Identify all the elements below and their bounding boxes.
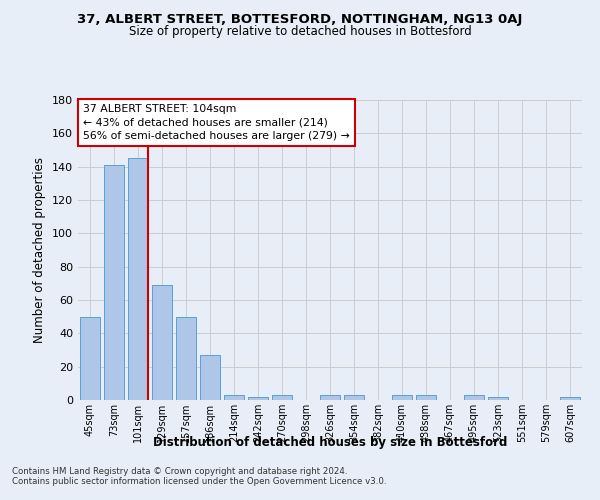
Bar [560,396,580,400]
Y-axis label: Number of detached properties: Number of detached properties [34,157,46,343]
Bar [416,395,436,400]
Bar [80,316,100,400]
Bar [272,395,292,400]
Bar [176,316,196,400]
Bar [344,395,364,400]
Bar [104,165,124,400]
Text: 37 ALBERT STREET: 104sqm
← 43% of detached houses are smaller (214)
56% of semi-: 37 ALBERT STREET: 104sqm ← 43% of detach… [83,104,350,141]
Text: Distribution of detached houses by size in Bottesford: Distribution of detached houses by size … [153,436,507,449]
Text: Contains HM Land Registry data © Crown copyright and database right 2024.: Contains HM Land Registry data © Crown c… [12,467,347,476]
Bar [488,396,508,400]
Bar [392,395,412,400]
Bar [248,396,268,400]
Bar [320,395,340,400]
Bar [464,395,484,400]
Text: Contains public sector information licensed under the Open Government Licence v3: Contains public sector information licen… [12,477,386,486]
Bar [224,395,244,400]
Bar [128,158,148,400]
Bar [200,355,220,400]
Text: 37, ALBERT STREET, BOTTESFORD, NOTTINGHAM, NG13 0AJ: 37, ALBERT STREET, BOTTESFORD, NOTTINGHA… [77,12,523,26]
Bar [152,285,172,400]
Text: Size of property relative to detached houses in Bottesford: Size of property relative to detached ho… [128,25,472,38]
